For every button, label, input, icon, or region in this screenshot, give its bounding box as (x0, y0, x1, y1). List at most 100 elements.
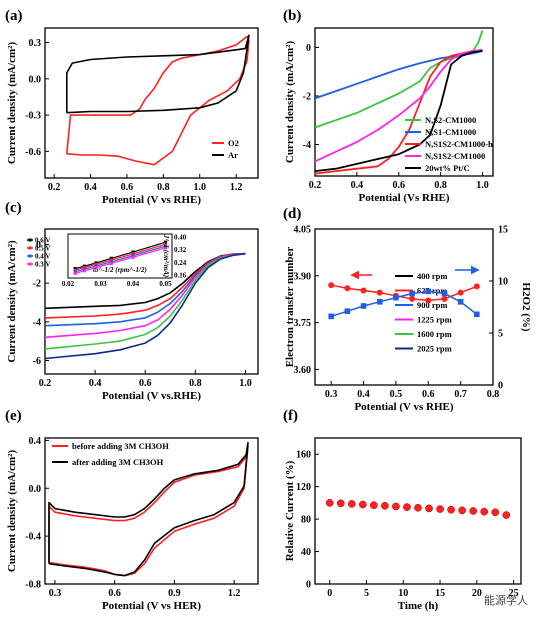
electron-point (409, 295, 416, 302)
y-tick-label: 0 (36, 240, 41, 251)
legend-label: 400 rpm (417, 271, 447, 281)
x-tick-label: 1.0 (193, 182, 206, 193)
y-right-tick-label: 0 (498, 381, 503, 392)
y-tick-label: -4 (33, 317, 41, 328)
inset-x-tick-label: 0.05 (159, 280, 172, 288)
x-tick-label: 0.8 (434, 180, 447, 191)
x-tick-label: 0.6 (121, 182, 134, 193)
electron-point (344, 285, 351, 292)
legend-label: after adding 3M CH3OH (72, 457, 164, 467)
y-axis-title: Current density (mA/cm²) (6, 240, 18, 363)
relative-current-point (502, 511, 511, 519)
y-tick-label: -4 (303, 140, 311, 151)
y-axis-title: Electron transfer number (284, 247, 296, 368)
electron-point (441, 295, 448, 302)
legend-label: N,S1S2-CM1000-h (425, 139, 493, 149)
series-line-h2o2 (330, 290, 478, 318)
x-tick-label: 0.2 (48, 182, 61, 193)
x-tick-label: 0.8 (487, 389, 500, 400)
x-tick-label: 1.0 (239, 378, 252, 389)
y-right-tick-label: 15 (498, 225, 508, 236)
relative-current-point (414, 503, 422, 512)
y-right-tick-label: 5 (498, 329, 503, 340)
inset: 0.02 0.03 0.04 0.05 0.40 0.32 0.24 0.16 ω^-1/2 (… (62, 233, 187, 288)
inset-y-tick-label: 0.24 (174, 259, 187, 267)
y-tick-label: 0.3 (29, 38, 42, 49)
relative-current-point (480, 507, 489, 516)
series-line-electron (331, 284, 478, 302)
series-line (44, 252, 246, 350)
panel-label: (b) (283, 8, 301, 24)
panel-label: (a) (5, 8, 23, 24)
legend-label: 625 rpm (417, 286, 447, 296)
panel-1: (b) 0.2 0.4 0.6 0.8 1.0 0 -2 -4 Potential (Vs RHE… (283, 8, 494, 204)
panel-label: (d) (283, 206, 301, 222)
relative-current-point (325, 499, 334, 507)
x-tick-label: 0.9 (168, 588, 181, 599)
x-axis-title: Potential (V vs RHE) (354, 401, 453, 413)
h2o2-point (474, 311, 480, 318)
series-line-Ar (66, 34, 250, 114)
y-tick-label: -0.8 (25, 580, 41, 591)
series-line (314, 50, 483, 172)
inset-legend-label: 0.6 V (35, 237, 50, 245)
x-tick-label: 0.2 (39, 378, 52, 389)
x-tick-label: 25 (509, 588, 519, 599)
y-tick-label: 3.60 (294, 365, 312, 376)
inset-legend-label: 0.5 V (35, 245, 50, 253)
panel-label: (e) (5, 408, 22, 424)
plot-frame (314, 437, 522, 585)
h2o2-point (409, 290, 415, 297)
inset-point (163, 244, 168, 248)
legend-label: 1600 rpm (417, 329, 452, 339)
plot-frame (314, 228, 494, 386)
electron-point (328, 282, 335, 289)
x-tick-label: 0.2 (309, 180, 322, 191)
series-line (48, 441, 249, 577)
panel-label: (c) (5, 200, 22, 216)
y-axis-title: Current density (mA/cm²) (6, 42, 18, 165)
y-tick-label: -0.4 (25, 532, 41, 543)
watermark: 能源学人 (484, 593, 528, 607)
inset-x-tick-label: 0.02 (62, 280, 75, 288)
inset-legend-label: 0.4 V (35, 253, 50, 261)
panel-4: (e) 0.3 0.6 0.9 1.2 0.4 0.0 -0.4 -0.8 Potential (… (5, 408, 259, 612)
x-tick-label: 0.8 (157, 182, 170, 193)
relative-current-point (491, 508, 500, 517)
x-tick-label: 1.2 (228, 588, 241, 599)
chart-layer: (a) 0.2 0.4 0.6 0.8 1.0 1.2 0.3 0.0 -0.3 -0.6 Poten… (5, 8, 532, 612)
inset-point (94, 266, 98, 270)
inset-y-tick-label: 0.40 (174, 234, 187, 242)
h2o2-point (393, 294, 399, 301)
relative-current-point (403, 503, 411, 511)
relative-current-point (425, 504, 433, 513)
h2o2-point (344, 308, 351, 314)
x-tick-label: 0 (327, 588, 332, 599)
x-tick-label: 15 (435, 588, 445, 599)
panel-2: (c) 0.2 0.4 0.6 0.8 1.0 0 -2 -4 -6 Potential (V vs… (5, 200, 452, 402)
electron-point (457, 289, 464, 296)
inset-point (163, 240, 168, 244)
x-tick-label: 0.6 (139, 378, 152, 389)
h2o2-point (441, 290, 448, 297)
relative-current-point (469, 507, 478, 515)
relative-current-point (347, 500, 356, 508)
inset-point (131, 250, 135, 254)
plot-frame (44, 228, 259, 375)
y-tick-label: 160 (296, 450, 311, 461)
relative-current-point (447, 505, 455, 514)
inset-point (109, 261, 113, 265)
inset-y-tick-label: 0.32 (174, 246, 187, 254)
y-tick-label: 0.0 (29, 484, 42, 495)
y-tick-label: -0.6 (25, 147, 41, 158)
x-axis-title: Potential (V vs.RHE) (102, 390, 201, 402)
relative-current-point (458, 506, 466, 515)
y-tick-label: -2 (33, 279, 41, 290)
inset-point (163, 242, 168, 246)
plot-frame (44, 437, 259, 585)
x-tick-label: 0.5 (390, 389, 403, 400)
inset-point (163, 246, 168, 250)
x-tick-label: 0.8 (189, 378, 202, 389)
plot-frame (44, 27, 259, 179)
legend-label: before adding 3M CH3OH (72, 441, 169, 451)
